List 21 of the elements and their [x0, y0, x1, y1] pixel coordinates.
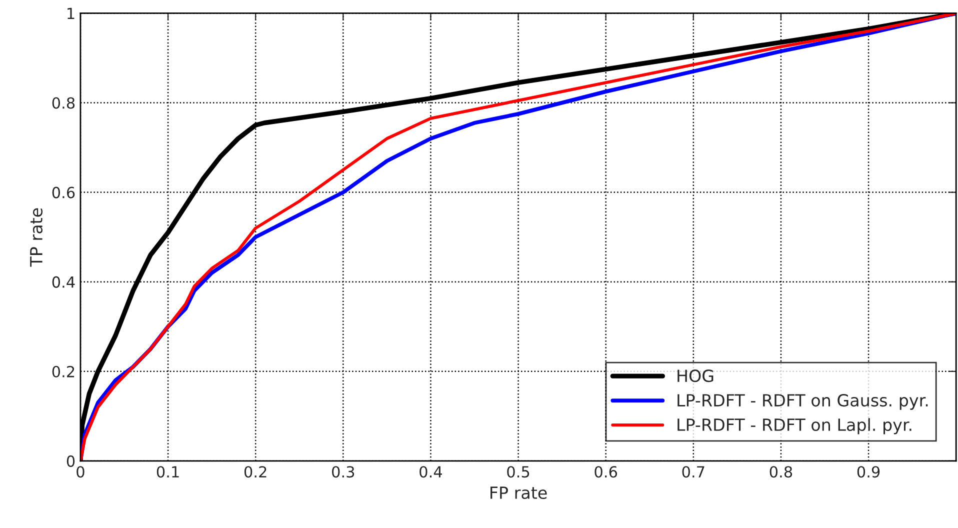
- x-tick-label: 0.3: [332, 466, 354, 478]
- y-tick-label: 1: [68, 8, 74, 20]
- y-tick-label: 0.8: [52, 97, 75, 109]
- legend-label: HOG: [678, 370, 714, 382]
- y-tick-label: 0.6: [52, 186, 75, 198]
- x-tick-label: 0.8: [770, 466, 792, 478]
- x-tick-label: 0.6: [594, 466, 618, 478]
- y-axis-title: TP rate: [30, 208, 43, 267]
- x-tick-label: 0.4: [420, 466, 442, 478]
- x-tick-label: 0: [76, 466, 84, 478]
- y-tick-label: 0.4: [52, 276, 75, 288]
- y-tick-label: 0: [66, 455, 75, 467]
- x-tick-label: 0.2: [244, 466, 266, 478]
- legend-label: LP-RDFT - RDFT on Gauss. pyr.: [678, 394, 928, 410]
- x-tick-label: 0.5: [507, 466, 530, 478]
- y-tick-label: 0.2: [52, 366, 74, 378]
- x-tick-label: 0.1: [156, 466, 179, 478]
- x-tick-label: 0.9: [857, 466, 880, 478]
- legend-label: LP-RDFT - RDFT on Lapl. pyr.: [678, 418, 912, 434]
- x-tick-label: 0.7: [682, 466, 704, 478]
- x-axis-title: FP rate: [490, 486, 547, 500]
